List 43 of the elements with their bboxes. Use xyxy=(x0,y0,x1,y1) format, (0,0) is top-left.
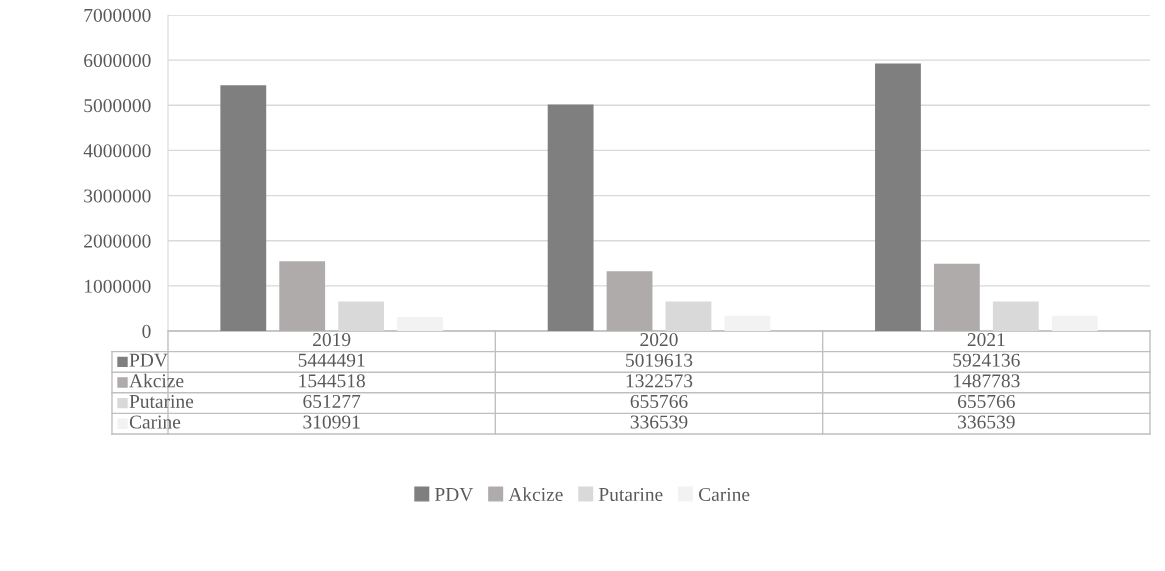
y-tick-label: 6000000 xyxy=(84,53,151,68)
x-tick-label: 2021 xyxy=(967,333,1005,347)
bar xyxy=(547,104,594,331)
data-label: 655766 xyxy=(630,394,688,408)
bar xyxy=(279,261,326,331)
y-tick-label: 1000000 xyxy=(84,279,151,293)
y-tick-label: 3000000 xyxy=(84,189,151,203)
bar xyxy=(992,301,1039,331)
x-tick-label: 2020 xyxy=(640,333,678,347)
legend-label: PDV xyxy=(129,353,168,367)
text: Carine xyxy=(129,415,181,429)
text: PDV xyxy=(434,488,474,502)
y-tick-label: 5000000 xyxy=(84,99,151,113)
data-label: 1487783 xyxy=(954,374,1020,388)
bar xyxy=(724,315,771,331)
bar xyxy=(220,85,267,331)
data-label: 1544518 xyxy=(299,374,365,388)
bar xyxy=(1051,315,1098,331)
data-label: 336539 xyxy=(958,415,1015,429)
bar xyxy=(606,271,653,331)
text: Akcize xyxy=(508,487,563,502)
bar xyxy=(665,301,712,331)
bar xyxy=(875,63,921,331)
bar xyxy=(397,316,443,331)
x-tick-label: 2019 xyxy=(313,333,351,347)
data-label: 5019613 xyxy=(626,353,693,367)
data-label: 336539 xyxy=(630,415,688,429)
data-label: 655766 xyxy=(958,394,1015,408)
legend-label: Carine xyxy=(698,487,750,502)
legend-label: Akcize xyxy=(129,373,184,388)
text: Putarine xyxy=(129,394,194,408)
bar xyxy=(933,263,980,331)
y-tick-label: 0 xyxy=(142,324,151,338)
legend-label: Putarine xyxy=(598,487,663,502)
data-label: 5924136 xyxy=(953,353,1020,367)
bar xyxy=(338,301,385,331)
data-label: 5444491 xyxy=(298,353,365,367)
data-label: 651277 xyxy=(303,394,361,408)
data-label: 310991 xyxy=(303,415,360,429)
y-tick-label: 4000000 xyxy=(83,144,151,158)
y-tick-label: 7000000 xyxy=(84,8,151,22)
y-tick-label: 2000000 xyxy=(84,234,151,248)
data-label: 1322573 xyxy=(626,374,693,388)
